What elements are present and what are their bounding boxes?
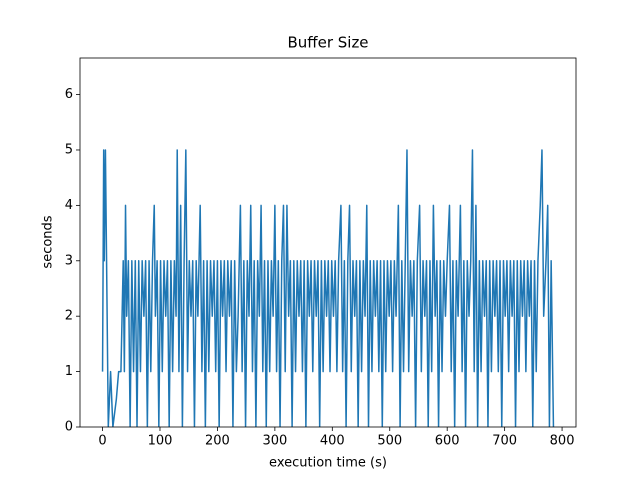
chart-title: Buffer Size — [287, 34, 368, 52]
x-tick-label: 500 — [377, 434, 402, 449]
y-tick-label: 4 — [65, 198, 73, 213]
x-tick-label: 700 — [492, 434, 517, 449]
y-tick-label: 0 — [65, 420, 73, 435]
y-tick-label: 1 — [65, 364, 73, 379]
x-tick-label: 300 — [262, 434, 287, 449]
y-tick-label: 2 — [65, 309, 73, 324]
x-tick-label: 100 — [148, 434, 173, 449]
x-tick-label: 800 — [550, 434, 575, 449]
data-line — [101, 149, 555, 427]
x-tick-label: 600 — [435, 434, 460, 449]
y-axis-label: seconds — [41, 215, 56, 268]
x-axis-label: execution time (s) — [269, 456, 387, 471]
x-tick-label: 0 — [98, 434, 106, 449]
x-tick-label: 200 — [205, 434, 230, 449]
y-tick-label: 6 — [65, 87, 73, 102]
y-tick-label: 5 — [65, 142, 73, 157]
plot-frame — [79, 57, 577, 428]
y-tick-label: 3 — [65, 253, 73, 268]
x-tick-label: 400 — [320, 434, 345, 449]
